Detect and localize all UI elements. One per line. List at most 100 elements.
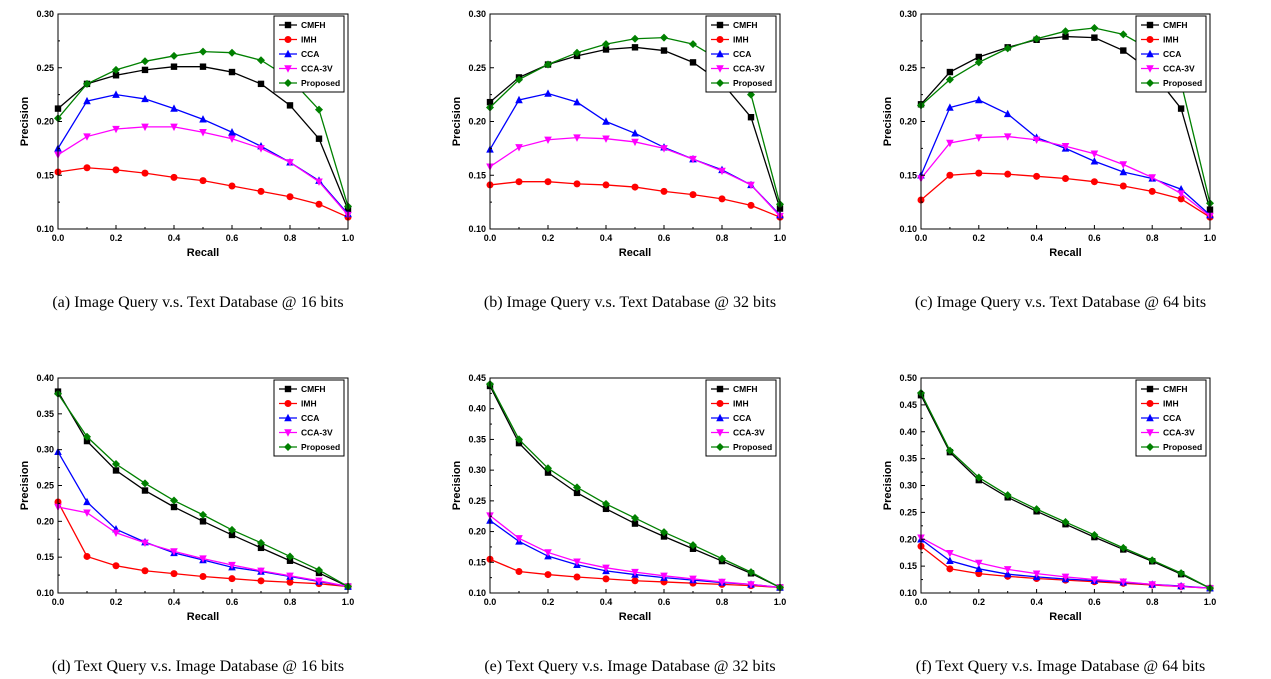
data-point-cca bbox=[602, 117, 610, 125]
data-point-cmfh bbox=[631, 520, 639, 527]
y-tick-label: 0.30 bbox=[468, 465, 486, 475]
x-tick-label: 0.6 bbox=[1088, 597, 1101, 607]
y-tick-label: 0.25 bbox=[468, 496, 486, 506]
y-tick-label: 0.25 bbox=[36, 481, 54, 491]
data-point-cca-3v bbox=[141, 539, 149, 548]
data-point-cmfh bbox=[170, 63, 178, 70]
data-point-cca-3v bbox=[1032, 136, 1041, 144]
y-axis-label: Precision bbox=[451, 96, 463, 146]
data-point-cca-3v bbox=[112, 529, 120, 537]
legend-marker-cca-3v bbox=[1146, 429, 1154, 437]
data-point-proposed bbox=[689, 40, 697, 49]
y-tick-label: 0.45 bbox=[468, 373, 486, 383]
data-point-cmfh bbox=[141, 487, 149, 494]
data-point-cca-3v bbox=[1177, 583, 1185, 591]
x-tick-label: 0.0 bbox=[52, 233, 65, 243]
data-point-proposed bbox=[631, 514, 639, 523]
y-tick-label: 0.15 bbox=[468, 170, 486, 180]
data-point-proposed bbox=[660, 33, 668, 42]
x-tick-label: 0.2 bbox=[110, 597, 123, 607]
data-point-proposed bbox=[544, 464, 552, 473]
data-point-imh bbox=[286, 193, 294, 201]
legend-label-cmfh: CMFH bbox=[301, 20, 326, 30]
series-line-cca bbox=[489, 92, 781, 216]
data-point-proposed bbox=[1032, 505, 1041, 514]
panel-caption: (e) Text Query v.s. Image Database @ 32 … bbox=[484, 658, 775, 675]
data-point-cmfh bbox=[1091, 34, 1098, 41]
data-point-cmfh bbox=[946, 68, 954, 76]
data-point-cca-3v bbox=[946, 139, 954, 148]
data-point-cca-3v bbox=[718, 578, 726, 587]
x-tick-label: 0.8 bbox=[716, 597, 729, 607]
data-point-cca bbox=[1090, 157, 1099, 165]
data-point-cmfh bbox=[286, 557, 294, 564]
data-point-cmfh bbox=[228, 68, 236, 76]
data-point-cca-3v bbox=[1177, 190, 1185, 198]
data-point-cca bbox=[141, 94, 149, 103]
x-axis-label: Recall bbox=[187, 611, 219, 623]
y-tick-label: 0.15 bbox=[899, 561, 917, 571]
panel-caption: (b) Image Query v.s. Text Database @ 32 … bbox=[484, 294, 776, 311]
data-point-cca-3v bbox=[515, 535, 523, 543]
legend-label-cca-3v: CCA-3V bbox=[1163, 428, 1195, 438]
data-point-imh bbox=[170, 570, 178, 578]
legend: CMFH IMH CCA CCA-3V Proposed bbox=[273, 15, 345, 93]
legend: CMFH IMH CCA CCA-3V Proposed bbox=[273, 379, 345, 457]
y-axis-label: Precision bbox=[451, 460, 463, 510]
series-line-imh bbox=[57, 167, 349, 218]
data-point-cca-3v bbox=[544, 549, 552, 557]
x-tick-label: 0.6 bbox=[658, 233, 671, 243]
data-point-imh bbox=[602, 575, 610, 583]
legend-marker-cca-3v bbox=[284, 65, 292, 73]
data-point-cca bbox=[228, 128, 236, 136]
data-point-proposed bbox=[286, 552, 294, 561]
y-tick-label: 0.30 bbox=[468, 9, 486, 19]
x-tick-label: 1.0 bbox=[342, 233, 355, 243]
y-tick-label: 0.15 bbox=[468, 557, 486, 567]
data-point-cmfh bbox=[257, 544, 265, 552]
data-point-proposed bbox=[974, 473, 983, 482]
data-point-cca bbox=[83, 96, 91, 105]
legend-marker-cca bbox=[716, 413, 724, 422]
data-point-imh bbox=[573, 573, 581, 581]
legend-marker-cca bbox=[284, 413, 292, 422]
data-point-proposed bbox=[573, 48, 581, 57]
data-point-cca-3v bbox=[1119, 578, 1128, 586]
legend-marker-proposed bbox=[716, 79, 724, 87]
data-point-cca-3v bbox=[83, 133, 91, 141]
data-point-imh bbox=[660, 187, 668, 195]
y-tick-label: 0.20 bbox=[36, 117, 54, 127]
data-point-cmfh bbox=[1120, 47, 1127, 54]
data-point-cca-3v bbox=[315, 178, 323, 186]
data-point-imh bbox=[946, 565, 954, 573]
data-point-cca-3v bbox=[747, 181, 755, 190]
legend-marker-cca-3v bbox=[716, 429, 724, 437]
legend-marker-cca bbox=[1146, 413, 1154, 422]
panel-caption: (f) Text Query v.s. Image Database @ 64 … bbox=[916, 658, 1206, 675]
panel-caption: (c) Image Query v.s. Text Database @ 64 … bbox=[915, 294, 1206, 311]
y-tick-label: 0.20 bbox=[899, 534, 917, 544]
data-point-proposed bbox=[945, 75, 954, 84]
x-tick-label: 0.0 bbox=[484, 233, 497, 243]
legend-label-cca-3v: CCA-3V bbox=[733, 64, 765, 74]
y-tick-label: 0.45 bbox=[899, 400, 917, 410]
data-point-proposed bbox=[228, 525, 236, 534]
y-tick-label: 0.20 bbox=[468, 117, 486, 127]
x-tick-label: 0.8 bbox=[1146, 597, 1159, 607]
y-axis-label: Precision bbox=[882, 460, 894, 510]
x-tick-label: 0.6 bbox=[226, 233, 239, 243]
legend-label-cca-3v: CCA-3V bbox=[301, 64, 333, 74]
data-point-cca-3v bbox=[199, 129, 207, 137]
data-point-imh bbox=[228, 182, 236, 190]
data-point-cca bbox=[1119, 167, 1128, 176]
y-tick-label: 0.30 bbox=[36, 445, 54, 455]
legend-label-cca: CCA bbox=[1163, 413, 1181, 423]
data-point-proposed bbox=[257, 56, 265, 65]
data-point-cmfh bbox=[631, 44, 639, 51]
data-point-imh bbox=[515, 178, 523, 186]
data-point-proposed bbox=[602, 40, 610, 49]
legend-marker-proposed bbox=[284, 79, 292, 87]
data-point-cmfh bbox=[257, 80, 265, 88]
legend-marker-cmfh bbox=[1146, 385, 1154, 393]
y-tick-label: 0.10 bbox=[36, 588, 54, 598]
